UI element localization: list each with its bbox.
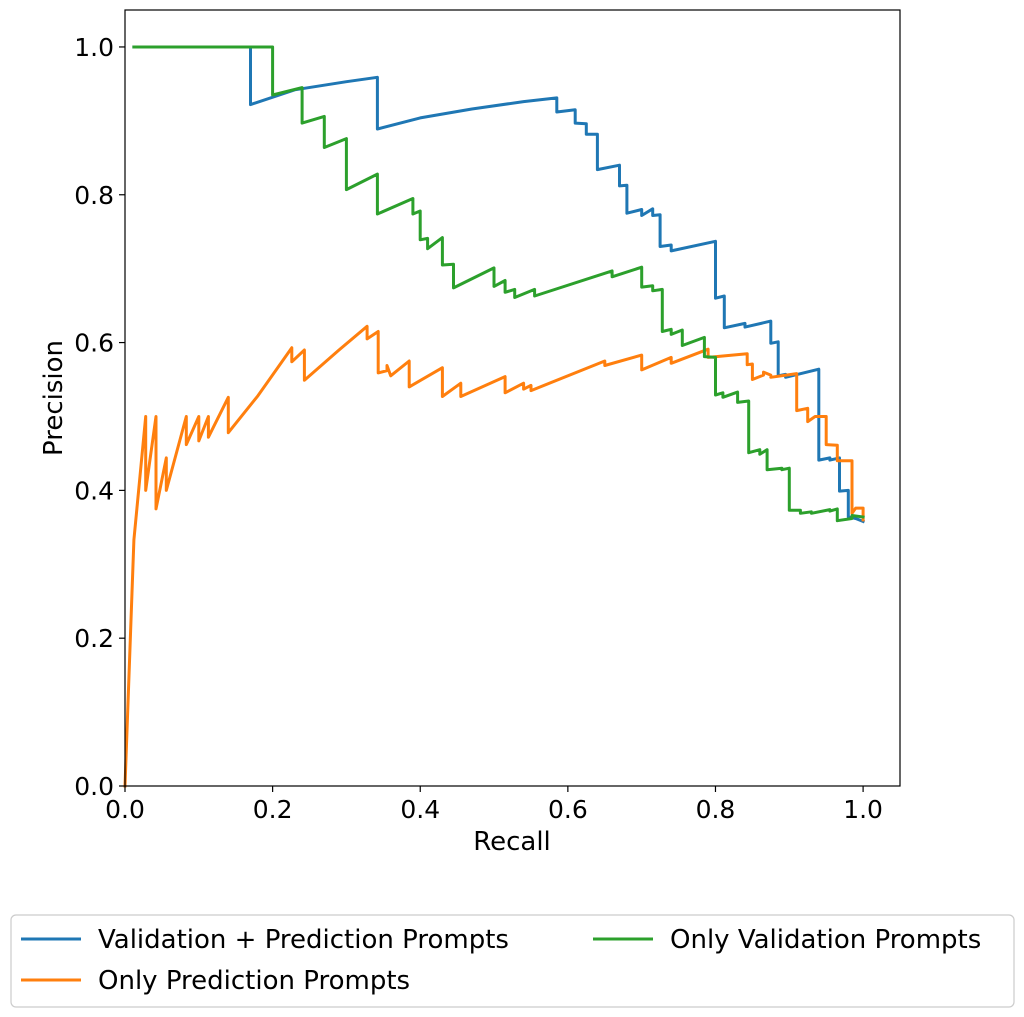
series-line-3 — [132, 45, 865, 523]
series-line-2 — [123, 324, 865, 788]
plot-frame — [124, 9, 901, 787]
y-tick-label: 0.0 — [74, 772, 114, 801]
legend-label-2: Only Prediction Prompts — [98, 966, 410, 996]
plot-area — [125, 10, 900, 786]
y-tick-label: 0.8 — [74, 181, 114, 210]
y-tick-label: 0.2 — [74, 624, 114, 653]
x-tick-label: 0.2 — [253, 795, 293, 824]
series-line-1 — [132, 45, 866, 524]
y-tick-label: 1.0 — [74, 33, 114, 62]
x-tick-label: 0.0 — [105, 795, 145, 824]
y-tick-label: 0.4 — [74, 476, 114, 505]
x-axis-label: Recall — [473, 827, 551, 857]
x-tick-label: 0.6 — [548, 795, 588, 824]
series-lines — [123, 45, 866, 788]
x-tick-label: 0.8 — [696, 795, 736, 824]
legend-label-3: Only Validation Prompts — [670, 925, 981, 955]
legend: Validation + Prediction Prompts Only Pred… — [10, 914, 1015, 1008]
legend-frame — [10, 914, 1015, 1008]
x-tick-label: 1.0 — [843, 795, 883, 824]
y-axis-label: Precision — [39, 340, 69, 456]
legend-label-1: Validation + Prediction Prompts — [98, 925, 509, 955]
x-tick-label: 0.4 — [400, 795, 440, 824]
y-tick-label: 0.6 — [74, 329, 114, 358]
axis-ticks: 0.0 0.2 0.4 0.6 0.8 1.0 0.0 0.2 0.4 0.6 0.8 1.0 — [74, 33, 883, 824]
